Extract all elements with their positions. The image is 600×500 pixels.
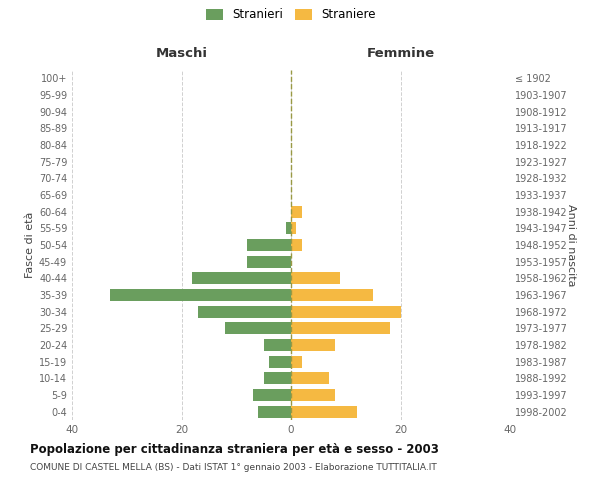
Bar [226, 322, 291, 334]
Bar [291, 356, 302, 368]
Bar [269, 356, 291, 368]
Bar [291, 406, 357, 417]
Bar [291, 222, 296, 234]
Y-axis label: Fasce di età: Fasce di età [25, 212, 35, 278]
Bar [291, 289, 373, 301]
Bar [247, 256, 291, 268]
Legend: Stranieri, Straniere: Stranieri, Straniere [206, 8, 376, 22]
Bar [247, 239, 291, 251]
Bar [263, 339, 291, 351]
Bar [291, 239, 302, 251]
Y-axis label: Anni di nascita: Anni di nascita [566, 204, 576, 286]
Text: Maschi: Maschi [155, 47, 208, 60]
Bar [291, 322, 389, 334]
Bar [291, 339, 335, 351]
Bar [263, 372, 291, 384]
Bar [198, 306, 291, 318]
Text: Femmine: Femmine [367, 47, 434, 60]
Bar [291, 206, 302, 218]
Bar [291, 272, 340, 284]
Bar [286, 222, 291, 234]
Text: COMUNE DI CASTEL MELLA (BS) - Dati ISTAT 1° gennaio 2003 - Elaborazione TUTTITAL: COMUNE DI CASTEL MELLA (BS) - Dati ISTAT… [30, 462, 437, 471]
Bar [193, 272, 291, 284]
Bar [253, 389, 291, 401]
Bar [110, 289, 291, 301]
Bar [291, 389, 335, 401]
Bar [291, 372, 329, 384]
Bar [258, 406, 291, 417]
Text: Popolazione per cittadinanza straniera per età e sesso - 2003: Popolazione per cittadinanza straniera p… [30, 442, 439, 456]
Bar [291, 306, 401, 318]
